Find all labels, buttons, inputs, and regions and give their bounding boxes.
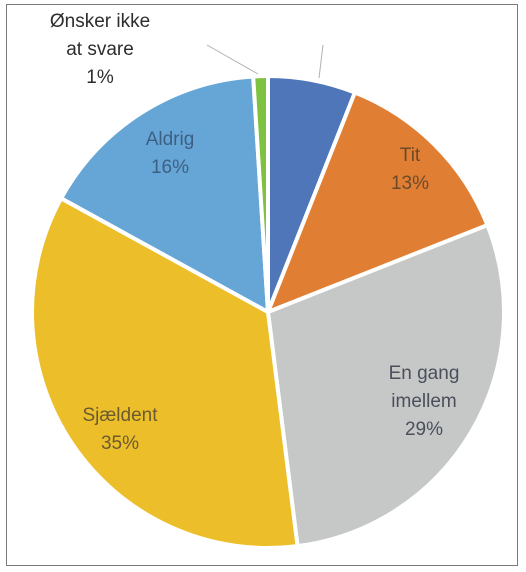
slice-label-aldrig: Aldrig 16% <box>146 129 195 178</box>
slice-name-en-gang-imellem: En gang <box>389 363 460 384</box>
slice-name-onsker-ikke: at svare <box>66 39 134 60</box>
slice-percent-sjaeldent: 35% <box>101 433 139 454</box>
slice-name-en-gang-imellem: imellem <box>391 391 456 412</box>
slice-name-onsker-ikke: Ønsker ikke <box>50 11 150 32</box>
slice-label-en-gang-imellem: En gang imellem 29% <box>389 363 460 440</box>
pie-slices <box>30 74 507 550</box>
pie-slice-tit <box>266 90 490 314</box>
leader-line-meget-tit <box>318 44 324 79</box>
slice-label-tit: Tit 13% <box>391 145 429 194</box>
slice-name-meget-tit: Meget tit <box>344 25 418 46</box>
pie-slice-sjaeldent <box>30 196 300 550</box>
pie-slice-aldrig <box>59 74 270 314</box>
slice-percent-meget-tit: 6% <box>366 53 394 74</box>
slice-percent-onsker-ikke: 1% <box>86 67 114 88</box>
slice-labels: Meget tit 6% Tit 13% En gang imellem 29% Sjælde… <box>50 11 460 454</box>
slice-name-aldrig: Aldrig <box>146 129 195 150</box>
slice-label-onsker-ikke: Ønsker ikke at svare 1% <box>50 11 150 88</box>
slice-percent-en-gang-imellem: 29% <box>405 419 443 440</box>
pie-slice-en-gang-imellem <box>266 223 507 549</box>
slice-percent-tit: 13% <box>391 173 429 194</box>
slice-name-sjaeldent: Sjældent <box>83 405 159 426</box>
slice-percent-aldrig: 16% <box>151 157 189 178</box>
pie-slice-onsker-ikke <box>251 74 270 314</box>
slice-label-meget-tit: Meget tit 6% <box>344 25 418 74</box>
slice-name-tit: Tit <box>400 145 421 166</box>
leader-line-onsker-ikke <box>206 44 259 75</box>
slice-label-sjaeldent: Sjældent 35% <box>83 405 159 454</box>
leader-lines <box>206 44 324 79</box>
